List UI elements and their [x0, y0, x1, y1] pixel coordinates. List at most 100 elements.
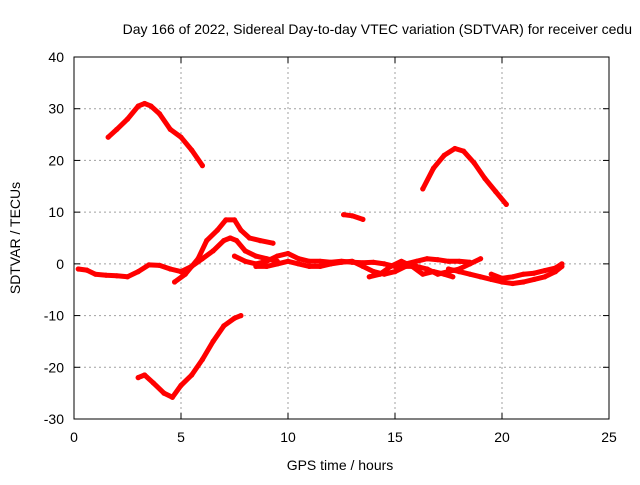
y-tick-label: 20: [48, 152, 64, 168]
data-point: [341, 212, 347, 218]
data-point: [409, 263, 415, 269]
data-point: [148, 103, 154, 109]
x-tick-label: 0: [70, 429, 78, 445]
data-point: [360, 263, 366, 269]
plot-frame: [73, 56, 610, 420]
data-point: [189, 372, 195, 378]
data-point: [424, 256, 430, 262]
y-tick-label: 0: [56, 256, 64, 272]
series-arc-upper-right: [420, 145, 509, 207]
data-point: [274, 261, 280, 267]
data-point: [257, 238, 263, 244]
data-point: [430, 165, 437, 171]
tick-layer: 0 5 10 15 20 25 -30 -20 -10 0 10 20 30 40: [44, 49, 617, 445]
series-arc-right-high: [488, 261, 565, 281]
data-point: [360, 216, 366, 222]
data-point: [338, 259, 345, 265]
data-point: [531, 276, 537, 282]
data-point: [499, 279, 505, 285]
data-point: [531, 270, 537, 276]
data-point: [306, 258, 312, 264]
data-point: [392, 269, 398, 275]
data-point: [221, 238, 227, 244]
data-point: [371, 259, 377, 265]
data-point: [92, 271, 98, 277]
data-point: [135, 375, 141, 381]
data-point: [456, 269, 462, 275]
data-point: [253, 263, 259, 269]
data-point: [478, 274, 484, 280]
series-arc-mid-c: [366, 258, 456, 280]
data-point: [105, 134, 111, 140]
data-point: [253, 253, 259, 259]
data-point: [231, 253, 238, 259]
grid-layer: [74, 57, 609, 419]
data-point: [146, 262, 152, 268]
data-point: [542, 274, 548, 280]
data-point: [467, 271, 473, 277]
data-point: [460, 148, 467, 154]
data-point: [178, 382, 184, 388]
data-point: [452, 145, 458, 152]
data-point: [488, 271, 494, 277]
data-point: [503, 201, 509, 207]
data-point: [328, 261, 334, 267]
y-axis-label: SDTVAR / TECUs: [7, 182, 23, 294]
data-point: [75, 266, 81, 272]
chart-title: Day 166 of 2022, Sidereal Day-to-day VTE…: [123, 21, 632, 37]
data-point: [242, 258, 248, 264]
data-point: [264, 263, 270, 269]
series-trace: [105, 101, 205, 169]
data-point: [150, 380, 156, 386]
data-point: [420, 271, 426, 277]
series-arc-lower: [135, 313, 244, 400]
data-point: [349, 258, 355, 264]
data-point: [478, 256, 484, 262]
data-point: [317, 263, 323, 269]
data-point: [559, 261, 565, 267]
series-arc-baseline-left: [75, 262, 184, 280]
data-point: [413, 258, 419, 264]
data-point: [157, 262, 163, 268]
data-point: [381, 261, 387, 267]
data-point: [167, 266, 173, 272]
data-point: [242, 248, 248, 254]
data-point: [231, 217, 238, 223]
data-point: [274, 253, 280, 259]
data-point: [430, 269, 437, 275]
data-point: [103, 272, 109, 278]
x-tick-label: 10: [280, 429, 296, 445]
data-point: [520, 279, 527, 285]
data-point: [142, 372, 148, 378]
series-arc-hump-low: [178, 235, 280, 275]
data-point: [270, 240, 276, 246]
data-point: [398, 258, 404, 264]
data-point: [377, 271, 383, 277]
data-point: [441, 152, 447, 158]
data-point: [178, 269, 184, 275]
data-point: [520, 271, 527, 277]
y-tick-label: 40: [48, 49, 64, 65]
data-point: [135, 269, 141, 275]
series-trace: [420, 146, 509, 207]
data-point: [510, 280, 516, 287]
data-point: [510, 274, 516, 280]
y-tick-label: 10: [48, 204, 64, 220]
data-point: [285, 250, 291, 257]
data-point: [167, 126, 173, 132]
data-point: [157, 111, 163, 117]
x-tick-label: 5: [177, 429, 185, 445]
y-tick-label: -20: [44, 359, 64, 375]
data-point: [231, 315, 238, 321]
data-point: [199, 256, 205, 262]
y-tick-label: 30: [48, 101, 64, 117]
data-point: [306, 263, 312, 269]
data-point: [488, 276, 494, 282]
y-tick-label: -30: [44, 411, 64, 427]
data-point: [172, 279, 178, 285]
data-point: [238, 227, 244, 233]
x-tick-label: 15: [387, 429, 403, 445]
data-point: [296, 261, 302, 267]
